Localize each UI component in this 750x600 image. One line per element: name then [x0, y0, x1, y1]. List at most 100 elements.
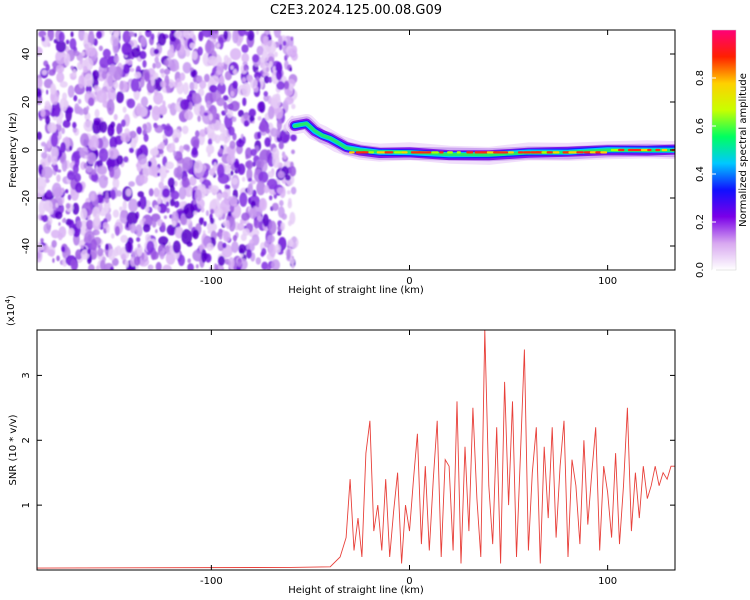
noise-blob: [67, 171, 76, 181]
noise-blob: [241, 77, 247, 83]
noise-blob: [278, 35, 283, 45]
noise-blob: [87, 31, 95, 46]
noise-blob: [124, 259, 129, 268]
noise-blob: [129, 130, 137, 139]
noise-blob: [110, 121, 116, 128]
noise-blob: [229, 140, 236, 150]
noise-blob: [173, 200, 180, 208]
noise-blob: [151, 219, 157, 228]
noise-blob: [206, 100, 212, 109]
noise-blob: [265, 66, 270, 73]
noise-blob: [263, 91, 269, 97]
noise-blob: [72, 68, 77, 78]
noise-blob: [123, 156, 129, 163]
noise-blob: [216, 97, 225, 107]
noise-blob: [37, 46, 43, 57]
noise-blob: [276, 187, 285, 195]
noise-blob: [192, 92, 196, 99]
noise-blob: [148, 188, 154, 197]
y-tick-label: 20: [21, 96, 32, 109]
noise-blob: [260, 251, 265, 257]
snr-scale-factor: (x104): [4, 295, 17, 326]
snr-panel: -100 0 100 1 2 3 Height of straight line (km…: [4, 295, 676, 596]
noise-blob: [213, 30, 219, 34]
noise-blob: [189, 67, 194, 72]
noise-blob: [274, 244, 281, 254]
noise-blob: [131, 39, 138, 49]
noise-blob: [43, 200, 53, 212]
noise-blob: [125, 241, 132, 253]
noise-blob: [118, 80, 128, 93]
noise-blob: [54, 211, 63, 220]
noise-blob: [191, 70, 196, 78]
noise-blob: [290, 186, 297, 195]
noise-blob: [266, 39, 277, 55]
noise-blob: [227, 211, 232, 217]
noise-blob: [160, 222, 166, 232]
noise-blob: [257, 116, 262, 121]
noise-blob: [165, 251, 176, 265]
noise-blob: [55, 50, 67, 65]
noise-blob: [207, 138, 213, 146]
noise-blob: [183, 203, 195, 220]
noise-blob: [67, 107, 74, 114]
noise-blob: [271, 168, 275, 176]
noise-blob: [59, 67, 62, 73]
noise-blob: [257, 131, 262, 139]
noise-blob: [70, 259, 78, 270]
noise-blob: [60, 142, 66, 153]
noise-blob: [141, 218, 146, 222]
noise-blob: [102, 222, 109, 229]
noise-blob: [153, 124, 159, 129]
noise-blob: [199, 80, 207, 89]
noise-blob: [282, 40, 287, 47]
noise-blob: [113, 30, 119, 38]
noise-blob: [133, 256, 141, 266]
noise-blob: [207, 230, 212, 234]
noise-blob: [51, 182, 62, 198]
noise-blob: [264, 240, 270, 248]
noise-blob: [232, 80, 238, 90]
noise-blob: [286, 190, 291, 195]
noise-blob: [55, 40, 67, 53]
noise-blob: [187, 258, 191, 264]
noise-blob: [279, 200, 284, 207]
noise-blob: [209, 168, 216, 176]
noise-blob: [119, 206, 123, 212]
noise-blob: [108, 147, 119, 160]
noise-blob: [170, 190, 180, 200]
noise-blob: [83, 162, 88, 169]
noise-blob: [254, 71, 262, 80]
noise-blob: [137, 200, 141, 208]
noise-blob: [111, 258, 119, 267]
noise-blob: [83, 32, 90, 45]
noise-blob: [41, 69, 48, 76]
noise-blob: [183, 30, 195, 40]
noise-blob: [151, 105, 161, 121]
y-tick-label: 40: [21, 48, 32, 61]
noise-blob: [56, 117, 63, 126]
noise-blob: [58, 222, 61, 226]
noise-blob: [80, 133, 90, 147]
noise-blob: [291, 264, 295, 270]
noise-blob: [152, 62, 156, 69]
noise-blob: [214, 207, 224, 218]
noise-blob: [92, 120, 101, 135]
noise-blob: [246, 159, 253, 170]
noise-blob: [145, 30, 150, 33]
noise-blob: [273, 30, 281, 38]
noise-blob: [92, 70, 100, 80]
noise-blob: [88, 135, 99, 151]
noise-blob: [228, 257, 235, 269]
noise-blob: [61, 127, 65, 135]
noise-blob: [108, 248, 116, 261]
y-tick-label: 1: [21, 502, 32, 508]
noise-blob: [99, 259, 106, 270]
noise-blob: [168, 147, 173, 153]
noise-blob: [69, 145, 72, 151]
noise-blob: [243, 112, 249, 120]
noise-blob: [91, 169, 97, 176]
noise-blob: [115, 245, 122, 256]
noise-blob: [101, 71, 107, 80]
noise-blob: [223, 30, 229, 40]
